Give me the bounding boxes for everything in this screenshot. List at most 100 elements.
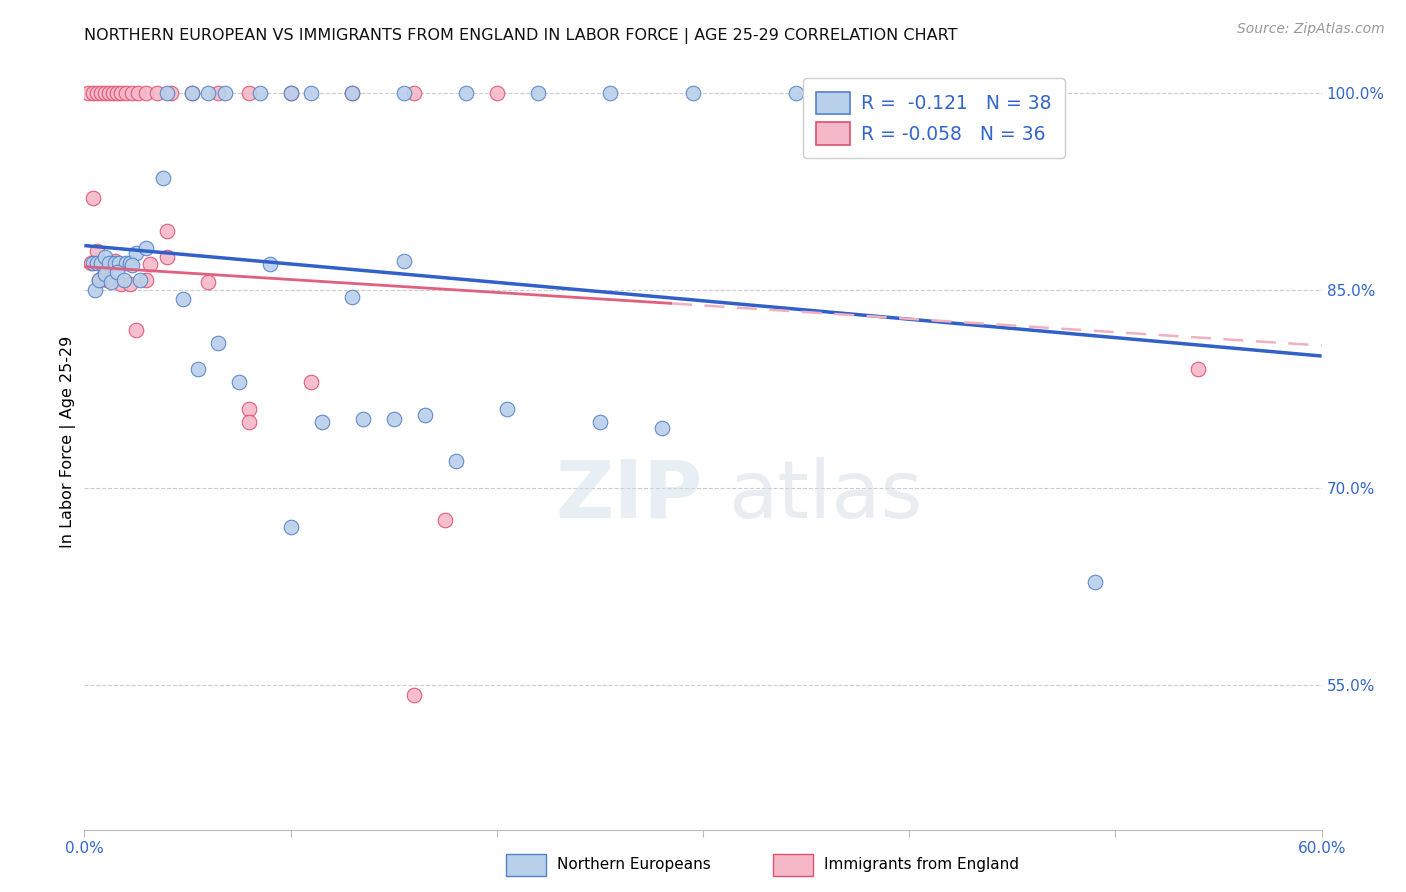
Point [392, 86, 415, 100]
Point [125, 323, 148, 337]
Text: Immigrants from England: Immigrants from England [824, 857, 1019, 872]
Point [342, 290, 364, 304]
Point [114, 86, 136, 100]
Point [112, 273, 135, 287]
Point [599, 86, 621, 100]
Point [785, 86, 807, 100]
Point [238, 86, 260, 100]
Point [83, 283, 105, 297]
Point [100, 276, 122, 290]
Point [392, 254, 415, 268]
Point [1187, 362, 1209, 376]
Point [311, 415, 333, 429]
Point [96, 273, 118, 287]
Point [100, 257, 122, 271]
Point [280, 520, 302, 534]
Point [86, 244, 108, 258]
Point [94, 251, 117, 265]
Point [135, 273, 157, 287]
Point [86, 86, 108, 100]
Legend: R =  -0.121   N = 38, R = -0.058   N = 36: R = -0.121 N = 38, R = -0.058 N = 36 [803, 78, 1064, 158]
Point [104, 254, 127, 268]
Point [1084, 575, 1107, 590]
Point [589, 415, 612, 429]
Point [651, 421, 673, 435]
Point [105, 265, 128, 279]
Point [135, 241, 157, 255]
Point [82, 255, 104, 269]
Point [103, 86, 125, 100]
Point [145, 86, 167, 100]
Point [342, 86, 364, 100]
Point [180, 86, 202, 100]
Point [682, 86, 704, 100]
Point [454, 86, 477, 100]
Point [413, 409, 436, 423]
Point [118, 255, 141, 269]
Point [238, 401, 260, 416]
Text: ZIP: ZIP [555, 457, 703, 535]
Point [108, 255, 131, 269]
Point [94, 268, 117, 282]
Point [207, 335, 229, 350]
Point [118, 277, 141, 291]
Point [434, 513, 457, 527]
Point [87, 273, 110, 287]
Point [214, 86, 236, 100]
Point [156, 86, 179, 100]
Point [156, 224, 179, 238]
Point [86, 255, 108, 269]
Point [129, 273, 152, 287]
Point [94, 86, 117, 100]
Point [156, 251, 179, 265]
Point [121, 86, 143, 100]
Point [110, 86, 132, 100]
Point [249, 86, 271, 100]
Text: Source: ZipAtlas.com: Source: ZipAtlas.com [1237, 22, 1385, 37]
Point [82, 86, 104, 100]
Point [82, 191, 104, 205]
Point [496, 401, 519, 416]
Point [105, 86, 128, 100]
Point [485, 86, 508, 100]
Point [299, 86, 322, 100]
Point [77, 86, 100, 100]
Text: Northern Europeans: Northern Europeans [557, 857, 710, 872]
Point [207, 86, 229, 100]
Point [135, 86, 157, 100]
Point [180, 86, 202, 100]
Point [98, 255, 121, 269]
Point [352, 412, 374, 426]
Point [160, 86, 183, 100]
Point [90, 86, 112, 100]
Point [110, 277, 132, 291]
Point [172, 293, 194, 307]
Y-axis label: In Labor Force | Age 25-29: In Labor Force | Age 25-29 [60, 335, 76, 548]
Point [444, 454, 467, 468]
Point [228, 376, 250, 390]
Point [125, 246, 148, 260]
Point [152, 171, 174, 186]
Point [91, 270, 114, 285]
Text: NORTHERN EUROPEAN VS IMMIGRANTS FROM ENGLAND IN LABOR FORCE | AGE 25-29 CORRELAT: NORTHERN EUROPEAN VS IMMIGRANTS FROM ENG… [84, 28, 957, 44]
Point [382, 412, 405, 426]
Point [139, 257, 162, 271]
Point [90, 255, 112, 269]
Point [259, 257, 281, 271]
Point [104, 255, 127, 269]
Point [121, 258, 143, 272]
Point [527, 86, 550, 100]
Point [79, 255, 101, 269]
Point [280, 86, 302, 100]
Point [404, 86, 426, 100]
Point [342, 86, 364, 100]
Point [98, 86, 121, 100]
Point [238, 415, 260, 429]
Point [404, 689, 426, 703]
Point [187, 362, 209, 376]
Point [280, 86, 302, 100]
Point [114, 255, 136, 269]
Point [299, 376, 322, 390]
Point [197, 276, 219, 290]
Point [87, 273, 110, 287]
